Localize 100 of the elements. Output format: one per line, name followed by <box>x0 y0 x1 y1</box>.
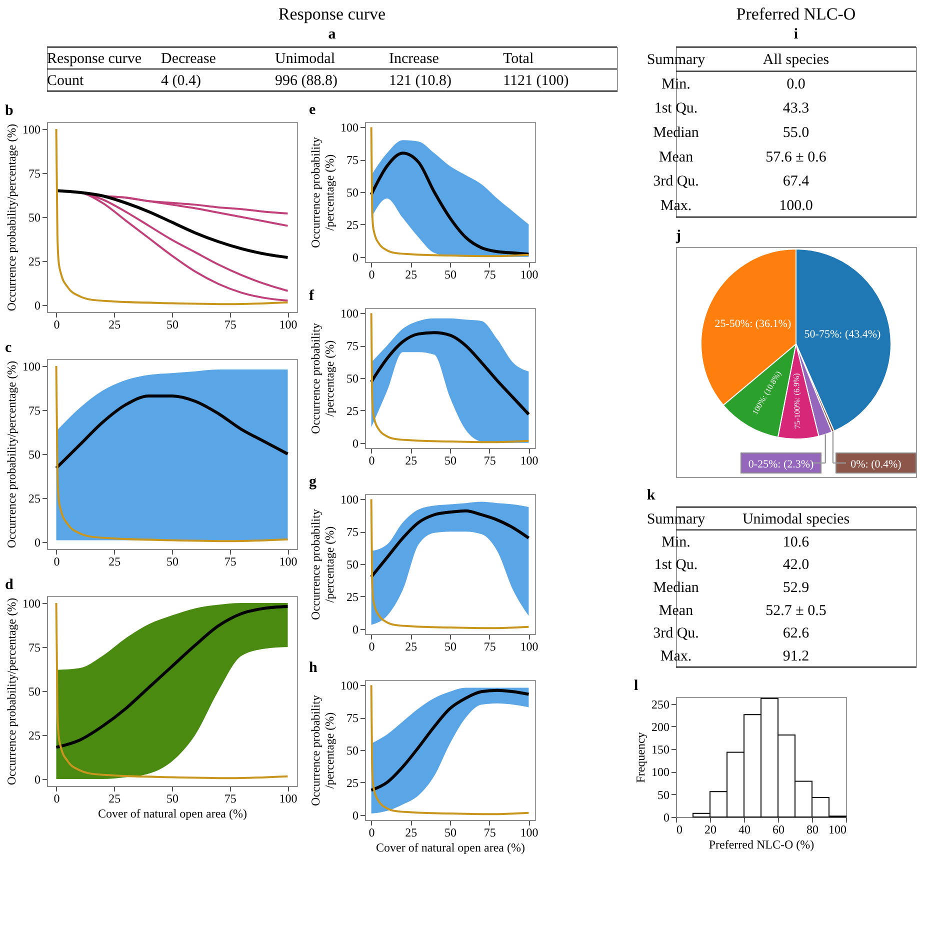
chart-subtitle: e <box>309 102 316 118</box>
x-tick-label: 100 <box>520 454 538 468</box>
text: 62.6 <box>782 626 810 642</box>
y-tick-label: 50 <box>346 186 358 200</box>
text: 42.0 <box>782 557 810 574</box>
chart-subtitle: g <box>309 474 317 490</box>
text: 4 (0.4) <box>161 73 201 89</box>
y-tick-label: 100 <box>340 678 358 693</box>
y-tick-label: 75 <box>28 166 40 181</box>
text: k <box>646 487 656 504</box>
y-axis-title: Occurrence probability/percentage (%) <box>4 124 18 312</box>
x-tick-label: 0 <box>54 792 60 806</box>
x-tick-label: 0 <box>368 826 375 840</box>
y-tick-label: 100 <box>22 122 40 137</box>
x-tick-label: 75 <box>224 318 236 332</box>
x-tick-label: 50 <box>444 454 456 468</box>
x-tick-label: 50 <box>444 640 456 654</box>
chart-subtitle: d <box>5 577 14 593</box>
x-tick-label: 50 <box>444 826 456 840</box>
y-axis-title: Occurrence probability/percentage (%) <box>4 360 18 548</box>
y-tick-label: 25 <box>346 218 358 232</box>
slice-label: 0%: (0.4%) <box>850 458 902 470</box>
category-label: Decrease <box>161 51 216 67</box>
y-tick-label: 25 <box>346 776 358 790</box>
text: 100.0 <box>779 198 813 214</box>
text: 121 (10.8) <box>389 73 452 89</box>
y-tick-label: 250 <box>652 697 670 712</box>
text: a <box>328 26 336 42</box>
text: 91.2 <box>782 648 810 665</box>
text: Mean <box>658 149 694 166</box>
x-axis-title: Cover of natural open area (%) <box>98 806 247 820</box>
x-tick-label: 75 <box>484 826 496 840</box>
category-label: Total <box>503 51 534 67</box>
y-tick-label: 75 <box>28 404 40 418</box>
text: 10.6 <box>782 534 810 550</box>
text: 55.0 <box>782 125 810 141</box>
x-tick-label: 25 <box>108 318 121 332</box>
category-label: Unimodal species <box>742 511 850 528</box>
chart-subtitle: j <box>675 228 681 244</box>
x-tick-label: 50 <box>166 318 178 332</box>
y-tick-label: 0 <box>352 250 358 264</box>
y-axis-title: Occurrence probability /percentage (%) <box>308 695 336 806</box>
x-tick-label: 0 <box>368 268 375 282</box>
text: 1st Qu. <box>654 100 698 117</box>
y-axis-title: Occurrence probability /percentage (%) <box>308 137 336 248</box>
text: Max. <box>660 648 692 665</box>
x-tick-label: 100 <box>520 826 538 840</box>
x-tick-label: 50 <box>166 792 178 806</box>
x-tick-label: 25 <box>108 554 121 568</box>
chart-subtitle: l <box>634 678 638 694</box>
y-tick-label: 25 <box>346 404 358 418</box>
text: 996 (88.8) <box>275 73 338 89</box>
x-tick-label: 100 <box>279 792 298 806</box>
text: 57.6 ± 0.6 <box>766 149 827 166</box>
chart-subtitle: h <box>309 660 318 676</box>
y-tick-label: 0 <box>34 772 40 786</box>
x-tick-label: 50 <box>166 554 178 568</box>
y-tick-label: 75 <box>346 525 358 540</box>
x-tick-label: 100 <box>828 822 846 836</box>
y-tick-label: 50 <box>346 372 358 386</box>
x-tick-label: 100 <box>520 268 538 282</box>
text: 52.9 <box>782 580 810 596</box>
y-tick-label: 50 <box>346 744 358 758</box>
text: 1121 (100) <box>503 73 569 89</box>
y-tick-label: 25 <box>28 728 40 742</box>
text: 1st Qu. <box>654 557 698 574</box>
x-axis-title: Cover of natural open area (%) <box>376 840 525 854</box>
text: Min. <box>662 534 690 550</box>
y-tick-label: 200 <box>652 720 670 734</box>
text: 3rd Qu. <box>653 174 699 190</box>
x-tick-label: 100 <box>279 554 298 568</box>
text: Response curve <box>278 4 386 24</box>
text: Median <box>653 580 700 596</box>
text: Median <box>653 125 700 141</box>
y-tick-label: 100 <box>652 765 670 780</box>
slice-label: 25-50%: (36.1%) <box>714 318 792 330</box>
y-tick-label: 50 <box>28 210 40 224</box>
x-tick-label: 60 <box>772 822 784 836</box>
chart-subtitle: f <box>309 288 315 304</box>
text: Min. <box>662 76 690 92</box>
y-axis-title: Frequency <box>634 732 648 783</box>
x-tick-label: 0 <box>368 640 375 654</box>
x-tick-label: 40 <box>738 822 750 836</box>
category-label: Summary <box>646 52 706 68</box>
chart-subtitle: b <box>5 103 14 119</box>
y-tick-label: 50 <box>28 684 40 698</box>
x-tick-label: 100 <box>520 640 538 654</box>
y-tick-label: 150 <box>652 742 670 757</box>
x-tick-label: 20 <box>704 822 716 836</box>
category-label: Increase <box>389 51 440 67</box>
y-tick-label: 0 <box>664 810 670 824</box>
y-tick-label: 75 <box>346 711 358 726</box>
x-tick-label: 100 <box>279 318 298 332</box>
x-tick-label: 0 <box>676 822 682 836</box>
x-tick-label: 25 <box>405 268 418 282</box>
x-tick-label: 80 <box>806 822 818 836</box>
y-tick-label: 25 <box>28 254 40 268</box>
y-axis-title: Occurrence probability/percentage (%) <box>4 598 18 786</box>
x-tick-label: 25 <box>405 640 418 654</box>
y-tick-label: 0 <box>34 298 40 312</box>
